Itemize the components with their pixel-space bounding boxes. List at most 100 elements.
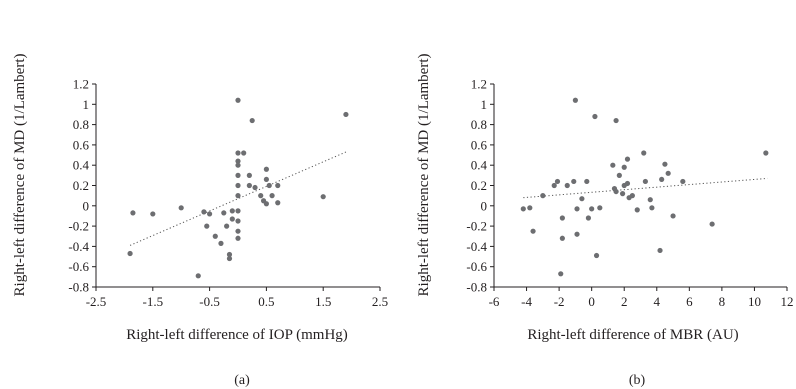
x-tick-label-b: 10 xyxy=(748,294,761,309)
data-point-a xyxy=(221,210,227,216)
data-point-b xyxy=(574,206,580,212)
y-tick-label-a: -0.8 xyxy=(68,280,89,295)
data-point-b xyxy=(621,164,627,170)
y-tick-label-b: -0.4 xyxy=(466,239,487,254)
y-tick-label-a: 0.8 xyxy=(73,117,89,132)
y-tick-label-a: 0.2 xyxy=(73,178,89,193)
data-point-a xyxy=(226,251,233,258)
data-point-a xyxy=(207,211,213,217)
data-point-a xyxy=(204,223,210,229)
data-point-a xyxy=(275,200,281,206)
x-tick-label-b: 4 xyxy=(654,294,661,309)
data-point-b xyxy=(670,213,676,219)
data-point-a xyxy=(269,193,275,199)
x-tick-label-a: -1.5 xyxy=(143,294,164,309)
x-tick-label-b: 6 xyxy=(686,294,693,309)
data-point-b xyxy=(584,178,590,185)
x-tick-label-a: -2.5 xyxy=(86,294,107,309)
data-point-a xyxy=(246,182,252,189)
panel-label-a: (a) xyxy=(234,373,250,388)
data-point-b xyxy=(597,205,603,211)
data-point-a xyxy=(224,223,230,229)
data-point-a xyxy=(235,228,241,234)
x-tick-label-a: -0.5 xyxy=(199,294,220,309)
data-point-b xyxy=(629,193,635,199)
data-point-b xyxy=(592,113,598,120)
y-tick-label-b: 0.8 xyxy=(471,117,487,132)
data-point-a xyxy=(241,150,247,156)
data-point-b xyxy=(610,162,616,168)
y-tick-label-b: 0.6 xyxy=(471,137,488,152)
scatter-panel-a: Right-left difference of MD (1/Lambert) … xyxy=(12,54,388,388)
data-point-a xyxy=(343,111,349,118)
data-point-b xyxy=(634,207,640,213)
data-point-b xyxy=(558,271,564,277)
data-point-a xyxy=(235,162,241,168)
data-point-a xyxy=(235,218,241,224)
data-point-b xyxy=(619,191,626,197)
data-point-b xyxy=(613,117,619,124)
x-tick-label-b: 12 xyxy=(781,294,794,309)
y-tick-label-b: 0.2 xyxy=(471,178,487,193)
data-point-b xyxy=(657,247,663,254)
x-tick-label-a: 0.5 xyxy=(258,294,274,309)
y-tick-label-a: -0.6 xyxy=(68,259,89,274)
data-point-b xyxy=(649,205,655,211)
data-point-a xyxy=(246,172,252,178)
y-axis-title-a: Right-left difference of MD (1/Lambert) xyxy=(12,54,28,297)
data-point-a xyxy=(127,250,133,257)
y-tick-label-a: 1 xyxy=(83,97,90,112)
data-point-b xyxy=(551,182,557,189)
x-tick-label-b: -6 xyxy=(489,294,500,309)
data-point-b xyxy=(572,97,578,103)
data-point-a xyxy=(235,172,241,178)
y-tick-label-b: 1.2 xyxy=(471,77,487,92)
x-tick-label-b: -4 xyxy=(521,294,532,309)
data-point-b xyxy=(559,215,565,221)
data-point-b xyxy=(647,197,653,203)
data-point-b xyxy=(579,196,585,202)
data-point-b xyxy=(559,235,565,241)
data-point-a xyxy=(263,201,269,207)
data-point-b xyxy=(641,150,647,156)
data-point-a xyxy=(235,193,241,199)
x-axis-title-a: Right-left difference of IOP (mmHg) xyxy=(126,327,348,343)
y-tick-label-a: -0.2 xyxy=(68,219,89,234)
y-tick-label-b: -0.2 xyxy=(466,219,487,234)
data-point-a xyxy=(130,210,136,216)
data-point-a xyxy=(229,208,235,214)
data-point-a xyxy=(275,182,281,189)
data-point-b xyxy=(520,206,526,212)
data-point-a xyxy=(150,211,156,217)
x-tick-label-b: 8 xyxy=(719,294,726,309)
x-tick-label-a: 1.5 xyxy=(315,294,331,309)
y-tick-label-a: 0.4 xyxy=(73,158,90,173)
y-axis-title-b: Right-left difference of MD (1/Lambert) xyxy=(416,54,432,297)
y-tick-label-a: 1.2 xyxy=(73,77,89,92)
trendline-b xyxy=(523,177,768,199)
data-point-a xyxy=(229,216,235,222)
data-point-a xyxy=(195,273,201,279)
data-point-a xyxy=(218,240,224,246)
data-point-a xyxy=(266,182,272,189)
data-point-a xyxy=(252,184,258,191)
data-point-b xyxy=(527,205,533,211)
panel-label-b: (b) xyxy=(629,373,646,388)
data-point-b xyxy=(624,156,631,162)
data-point-b xyxy=(680,178,686,185)
data-point-b xyxy=(763,150,769,156)
data-point-b xyxy=(530,228,536,234)
data-point-b xyxy=(589,206,595,212)
scatter-panel-b: Right-left difference of MD (1/Lambert) … xyxy=(416,54,794,388)
data-point-a xyxy=(249,117,255,124)
data-point-b xyxy=(616,172,622,178)
data-point-b xyxy=(574,231,580,237)
y-tick-label-b: 1 xyxy=(481,97,488,112)
x-axis-title-b: Right-left difference of MBR (AU) xyxy=(527,327,738,343)
y-tick-label-b: 0 xyxy=(481,198,488,213)
data-point-b xyxy=(642,178,648,185)
data-point-b xyxy=(662,161,668,167)
data-point-b xyxy=(593,252,600,259)
data-point-a xyxy=(201,209,207,215)
data-point-b xyxy=(624,180,631,187)
